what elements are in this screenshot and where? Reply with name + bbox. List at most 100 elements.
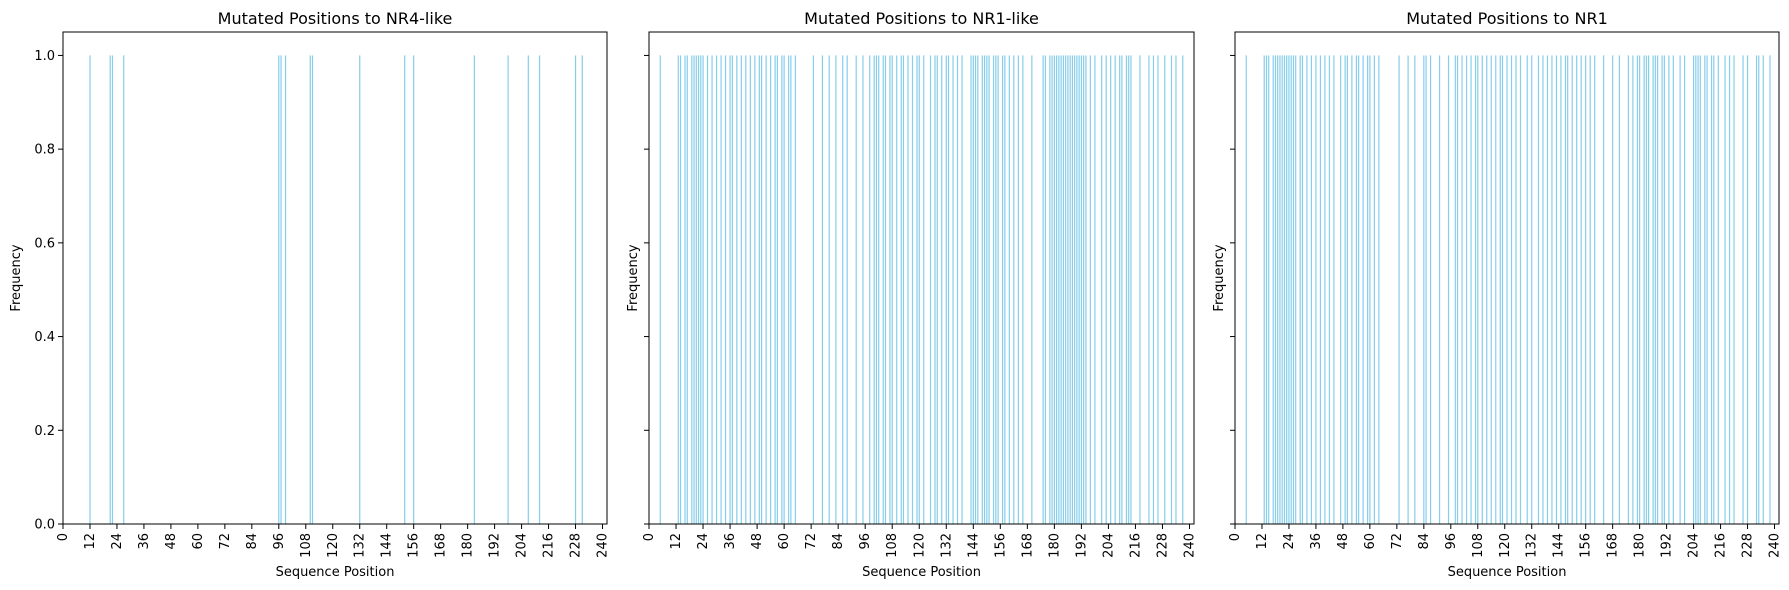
- bar: [1531, 55, 1533, 525]
- x-tick-label: 216: [1128, 533, 1143, 558]
- x-tick-label: 36: [1309, 533, 1324, 550]
- bar: [900, 55, 902, 525]
- bar: [1425, 55, 1427, 525]
- x-tick-label: 108: [299, 533, 314, 558]
- bar: [1499, 55, 1501, 525]
- x-tick-label: 24: [1282, 533, 1297, 550]
- bar: [1461, 55, 1463, 525]
- bar: [1706, 55, 1708, 525]
- bar: [1551, 55, 1553, 525]
- bar: [1067, 55, 1069, 525]
- bar: [1076, 55, 1078, 525]
- bar: [997, 55, 999, 525]
- bar: [1632, 55, 1634, 525]
- bar: [891, 55, 893, 525]
- bars: [659, 55, 1184, 525]
- x-tick-label: 60: [777, 533, 792, 550]
- bar: [781, 55, 783, 525]
- bar: [1414, 55, 1416, 525]
- bar: [1119, 55, 1121, 525]
- x-axis-label: Sequence Position: [1448, 565, 1567, 580]
- bar: [1022, 55, 1024, 525]
- bar: [702, 55, 704, 525]
- x-tick-label: 60: [191, 533, 206, 550]
- x-tick-label: 204: [515, 533, 530, 558]
- bar: [1283, 55, 1286, 525]
- bar: [923, 55, 925, 525]
- bar: [729, 55, 731, 525]
- bar: [1555, 55, 1558, 525]
- x-tick-label: 240: [596, 533, 611, 558]
- x-tick-label: 72: [1390, 533, 1405, 550]
- x-tick-label: 168: [1606, 533, 1621, 558]
- bar: [473, 55, 475, 525]
- bar: [1001, 55, 1004, 525]
- bar: [359, 55, 361, 525]
- bar: [754, 55, 756, 525]
- x-tick-label: 60: [1363, 533, 1378, 550]
- y-tick-label: 0.4: [34, 330, 55, 345]
- bar: [1470, 55, 1472, 525]
- x-tick-label: 120: [1498, 533, 1513, 558]
- bar: [1170, 55, 1173, 525]
- bar: [1746, 55, 1749, 525]
- plot-frame: [648, 31, 1195, 525]
- bar: [1031, 55, 1033, 525]
- x-tick-label: 228: [569, 533, 584, 558]
- bar: [934, 55, 936, 525]
- x-tick-label: 180: [1047, 533, 1062, 558]
- bar: [1648, 55, 1650, 525]
- x-tick-label: 48: [750, 533, 765, 550]
- bar: [679, 55, 682, 525]
- bar: [1643, 55, 1645, 525]
- x-tick-label: 168: [1020, 533, 1035, 558]
- x-tick-label: 192: [1660, 533, 1675, 558]
- bar: [1324, 55, 1326, 525]
- bar: [1580, 55, 1582, 525]
- y-tick-label: 0.8: [34, 143, 55, 158]
- bar: [697, 55, 700, 525]
- bar: [956, 55, 959, 525]
- y-axis-label: Frequency: [1212, 244, 1227, 311]
- bar: [1346, 55, 1348, 525]
- bar: [855, 55, 857, 525]
- bar: [1290, 55, 1292, 525]
- bar: [706, 55, 709, 525]
- y-tick-label: 0.0: [34, 518, 55, 533]
- bar: [1603, 55, 1605, 525]
- x-tick-label: 24: [696, 533, 711, 550]
- bar: [1465, 55, 1468, 525]
- bar: [1315, 55, 1317, 525]
- bar: [1110, 55, 1112, 525]
- x-tick-label: 84: [1417, 533, 1432, 550]
- x-tick-label: 144: [966, 533, 981, 558]
- bar: [981, 55, 983, 525]
- bar: [1661, 55, 1663, 525]
- bar: [1506, 55, 1508, 525]
- bar: [1728, 55, 1731, 525]
- bar: [1474, 55, 1477, 525]
- x-tick-label: 240: [1183, 533, 1198, 558]
- bar: [862, 55, 864, 525]
- bar: [790, 55, 792, 525]
- bar: [311, 55, 314, 525]
- bar: [1657, 55, 1659, 525]
- bar: [945, 55, 947, 525]
- x-tick-label: 204: [1687, 533, 1702, 558]
- bar: [1333, 55, 1335, 525]
- bar: [995, 55, 997, 525]
- bars: [89, 55, 583, 525]
- chart-title: Mutated Positions to NR4-like: [218, 9, 453, 28]
- bar: [961, 55, 963, 525]
- bar: [1017, 55, 1019, 525]
- y-tick-label: 0.2: [34, 424, 55, 439]
- bar: [992, 55, 995, 525]
- x-tick-label: 180: [1633, 533, 1648, 558]
- bar: [1645, 55, 1647, 525]
- bar: [1319, 55, 1322, 525]
- bar: [1062, 55, 1064, 525]
- x-tick-label: 84: [831, 533, 846, 550]
- x-tick-label: 132: [353, 533, 368, 558]
- bar: [1477, 55, 1479, 525]
- bar: [1724, 55, 1726, 525]
